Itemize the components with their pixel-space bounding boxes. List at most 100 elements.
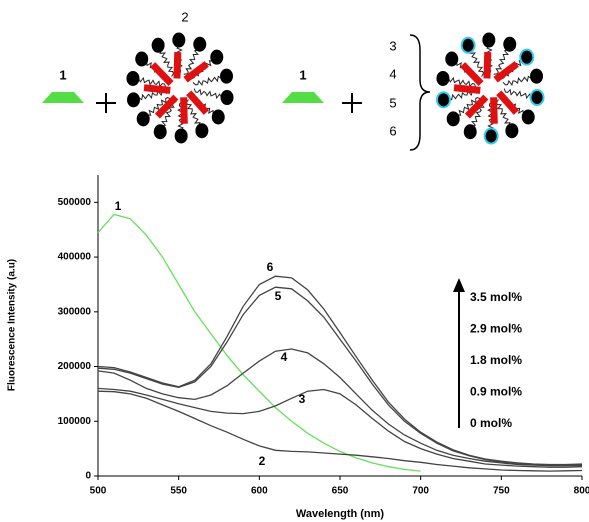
annotation: 2.9 mol% — [470, 322, 522, 336]
plus — [342, 93, 362, 113]
fluorophore — [42, 92, 84, 103]
x-tick-label: 600 — [251, 486, 268, 497]
x-tick-label: 750 — [493, 486, 510, 497]
series-label: 1 — [115, 199, 122, 213]
y-tick-label: 0 — [85, 471, 91, 482]
annotation: 0.9 mol% — [470, 385, 522, 399]
micelle — [126, 32, 234, 144]
head — [435, 91, 451, 109]
head — [530, 68, 544, 84]
x-axis-label: Wavelength (nm) — [296, 508, 385, 520]
head — [220, 90, 234, 106]
tail — [502, 75, 532, 86]
tail — [495, 99, 511, 126]
head — [482, 32, 496, 48]
y-tick-label: 200000 — [58, 361, 92, 372]
dopant — [150, 62, 174, 87]
head — [436, 70, 450, 86]
scheme-label: 5 — [389, 95, 396, 110]
dopant — [173, 51, 182, 79]
x-tick-label: 500 — [90, 486, 107, 497]
dopant — [453, 84, 481, 94]
head — [193, 36, 207, 52]
head — [151, 37, 165, 53]
y-axis-label: Fluorescence Intensity (a.u) — [7, 259, 18, 391]
dopant — [180, 97, 188, 124]
head — [483, 127, 499, 145]
dopant — [143, 84, 171, 94]
series-line — [97, 286, 583, 466]
annotation: 3.5 mol% — [470, 290, 522, 304]
x-tick-label: 800 — [574, 486, 589, 497]
dopant — [186, 90, 209, 115]
tail — [138, 76, 167, 88]
y-tick-label: 100000 — [58, 416, 92, 427]
tail — [183, 49, 199, 75]
dopant — [490, 97, 498, 124]
series-label: 2 — [259, 454, 266, 468]
dopant — [483, 51, 492, 79]
tail — [193, 88, 222, 100]
dopant — [460, 62, 484, 87]
scheme: 1 2 1 3 4 5 6 — [42, 9, 545, 151]
plus — [96, 93, 116, 113]
head — [126, 70, 140, 86]
dopant — [154, 94, 179, 119]
series-line — [97, 213, 421, 472]
scheme-label: 1 — [59, 67, 66, 82]
x-tick-label: 700 — [412, 486, 429, 497]
head — [172, 32, 186, 48]
chart: Wavelength (nm) Fluorescence Intensity (… — [7, 175, 589, 520]
head — [220, 68, 234, 84]
brace — [409, 34, 431, 151]
head — [135, 51, 149, 67]
tail — [448, 76, 477, 88]
dopant — [464, 94, 489, 119]
head — [529, 89, 545, 107]
tail — [147, 97, 171, 116]
dopant — [493, 61, 519, 83]
tail — [159, 50, 175, 77]
head — [503, 36, 517, 52]
head — [519, 48, 535, 66]
head — [505, 123, 519, 139]
head — [521, 109, 535, 125]
tail — [503, 88, 532, 100]
scheme-label: 6 — [389, 123, 396, 138]
series-line — [97, 275, 583, 466]
head — [460, 36, 476, 54]
tail — [469, 50, 485, 77]
series-label: 3 — [299, 392, 306, 406]
tail — [185, 99, 201, 126]
dopant — [183, 61, 209, 83]
head — [136, 111, 150, 127]
tail — [457, 97, 481, 116]
scheme-label: 1 — [299, 67, 306, 82]
y-tick-label: 500000 — [58, 197, 92, 208]
annotation: 1.8 mol% — [470, 353, 522, 367]
y-tick-label: 300000 — [58, 306, 92, 317]
head — [126, 92, 140, 108]
head — [211, 109, 225, 125]
series-line — [97, 348, 582, 467]
micelle — [435, 32, 545, 145]
head — [445, 51, 459, 67]
arrow-head — [453, 278, 465, 292]
y-tick-label: 400000 — [58, 252, 92, 263]
x-tick-label: 650 — [332, 486, 349, 497]
tail — [192, 75, 222, 86]
head — [153, 124, 167, 140]
annotation: 0 mol% — [470, 416, 512, 430]
scheme-label: 2 — [181, 9, 188, 24]
fluorophore — [282, 92, 324, 103]
series-label: 6 — [267, 260, 274, 274]
head — [463, 124, 477, 140]
series-line — [97, 390, 583, 472]
head — [210, 49, 224, 65]
head — [174, 128, 188, 144]
x-tick-label: 550 — [170, 486, 187, 497]
tail — [493, 49, 509, 75]
scheme-label: 3 — [389, 38, 396, 53]
